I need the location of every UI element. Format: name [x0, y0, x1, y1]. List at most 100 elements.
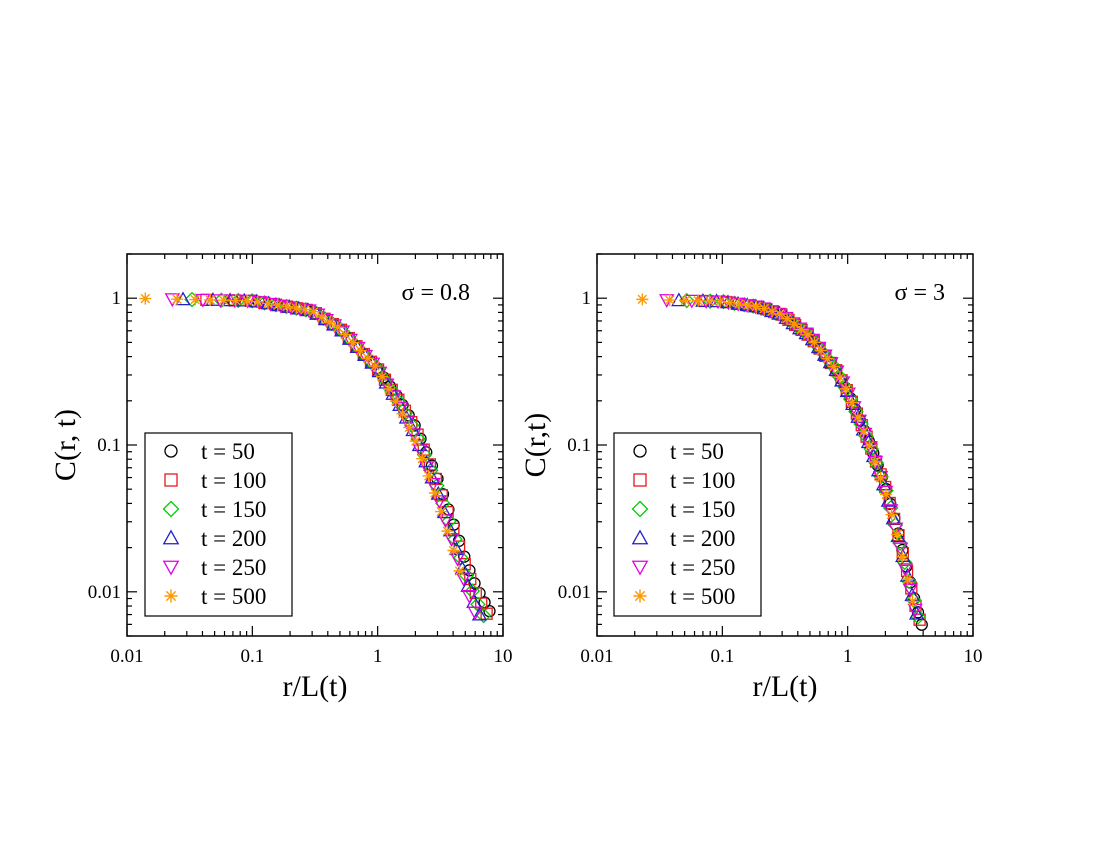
- y-tick-label: 0.1: [567, 435, 591, 456]
- data-point: [204, 293, 217, 306]
- x-tick-label: 0.1: [710, 646, 734, 667]
- data-point: [453, 564, 466, 578]
- x-tick-label: 10: [964, 646, 983, 667]
- x-tick-label: 1: [843, 646, 853, 667]
- data-point: [399, 415, 415, 430]
- data-point: [249, 293, 265, 308]
- x-tick-label: 0.01: [580, 646, 613, 667]
- y-tick-label: 0.01: [88, 582, 121, 603]
- data-point: [396, 407, 409, 420]
- legend-entry: t = 50: [201, 439, 255, 464]
- data-points: [636, 292, 928, 631]
- data-point: [139, 292, 152, 305]
- data-point: [897, 563, 914, 578]
- data-point: [431, 495, 447, 510]
- data-points: [139, 291, 496, 624]
- data-point: [382, 382, 396, 396]
- legend-entry: t = 150: [201, 497, 266, 522]
- series-t-250: [164, 293, 483, 621]
- legend-entry: t = 500: [670, 584, 735, 609]
- data-point: [376, 370, 389, 383]
- x-axis-label: r/L(t): [283, 670, 348, 703]
- data-point: [808, 336, 821, 349]
- legend-marker-square: [164, 473, 178, 487]
- data-point: [827, 360, 840, 373]
- legend-marker-triangle-up: [162, 529, 180, 545]
- data-point: [417, 443, 430, 456]
- data-point: [386, 390, 402, 405]
- data-point: [449, 552, 466, 567]
- y-tick-label: 0.1: [97, 435, 121, 456]
- data-point: [241, 294, 254, 307]
- data-point: [428, 486, 442, 500]
- legend-marker-diamond: [162, 500, 180, 518]
- data-point: [416, 452, 429, 465]
- data-point: [845, 396, 859, 409]
- data-point: [880, 488, 893, 501]
- y-axis-label: C(r,t): [519, 413, 552, 478]
- data-point: [468, 577, 481, 590]
- legend-box: [613, 432, 762, 617]
- data-point: [896, 550, 909, 563]
- y-tick-label: 1: [582, 288, 592, 309]
- data-point: [885, 508, 898, 521]
- data-point: [323, 316, 336, 329]
- legend-box: [144, 432, 293, 617]
- data-point: [890, 528, 906, 543]
- data-point: [281, 300, 294, 313]
- x-tick-label: 0.1: [240, 646, 264, 667]
- data-point: [766, 305, 779, 318]
- data-point: [788, 318, 801, 331]
- data-point: [815, 344, 828, 357]
- data-point: [714, 295, 727, 308]
- data-point: [447, 544, 460, 557]
- data-point: [409, 435, 422, 448]
- data-point: [361, 352, 374, 365]
- data-point: [703, 295, 716, 308]
- data-point: [422, 469, 435, 482]
- data-point: [217, 294, 230, 307]
- data-point: [663, 294, 676, 307]
- data-point: [692, 294, 705, 307]
- legend-entry: t = 100: [670, 468, 735, 493]
- legend-entry: t = 150: [670, 497, 735, 522]
- data-point: [410, 431, 426, 447]
- data-point: [347, 336, 360, 349]
- data-point: [331, 321, 344, 334]
- legend-marker-triangle-down: [631, 560, 649, 576]
- data-point: [636, 293, 649, 306]
- data-point: [379, 378, 395, 393]
- x-axis-label: r/L(t): [753, 670, 818, 703]
- data-point: [795, 323, 808, 336]
- data-point: [339, 328, 352, 341]
- legend-marker-star: [633, 589, 647, 603]
- data-point: [378, 374, 394, 389]
- data-point: [890, 528, 903, 541]
- data-point: [679, 294, 692, 307]
- data-point: [389, 395, 402, 408]
- data-point: [892, 542, 909, 557]
- data-point: [901, 573, 914, 586]
- data-point: [403, 421, 416, 434]
- panel-right: 0.01 0.1 1 10 0.01 0.1 1 r/L(t) C(r,t) σ = 3 t = 5…: [519, 253, 983, 703]
- legend-marker-square: [633, 473, 647, 487]
- legend-marker-circle: [164, 444, 178, 458]
- data-point: [844, 396, 861, 411]
- axis-ticks: [126, 253, 504, 637]
- data-point: [887, 522, 904, 537]
- data-point: [461, 590, 478, 604]
- legend-marker-diamond: [631, 500, 649, 518]
- x-tick-label: 1: [373, 646, 383, 667]
- data-point: [750, 300, 763, 313]
- legend-marker-triangle-down: [162, 560, 180, 576]
- panel-left: 0.01 0.1 1 10 0.01 0.1 1 r/L(t) C(r, t) σ = 0.8 t …: [49, 253, 513, 703]
- data-point: [251, 295, 264, 308]
- data-point: [290, 302, 303, 315]
- data-point: [443, 533, 460, 547]
- series-t-500: [139, 292, 466, 578]
- y-tick-label: 0.01: [558, 582, 591, 603]
- x-tick-label: 10: [494, 646, 513, 667]
- data-point: [229, 294, 242, 307]
- data-point: [821, 352, 834, 365]
- data-point: [833, 371, 847, 384]
